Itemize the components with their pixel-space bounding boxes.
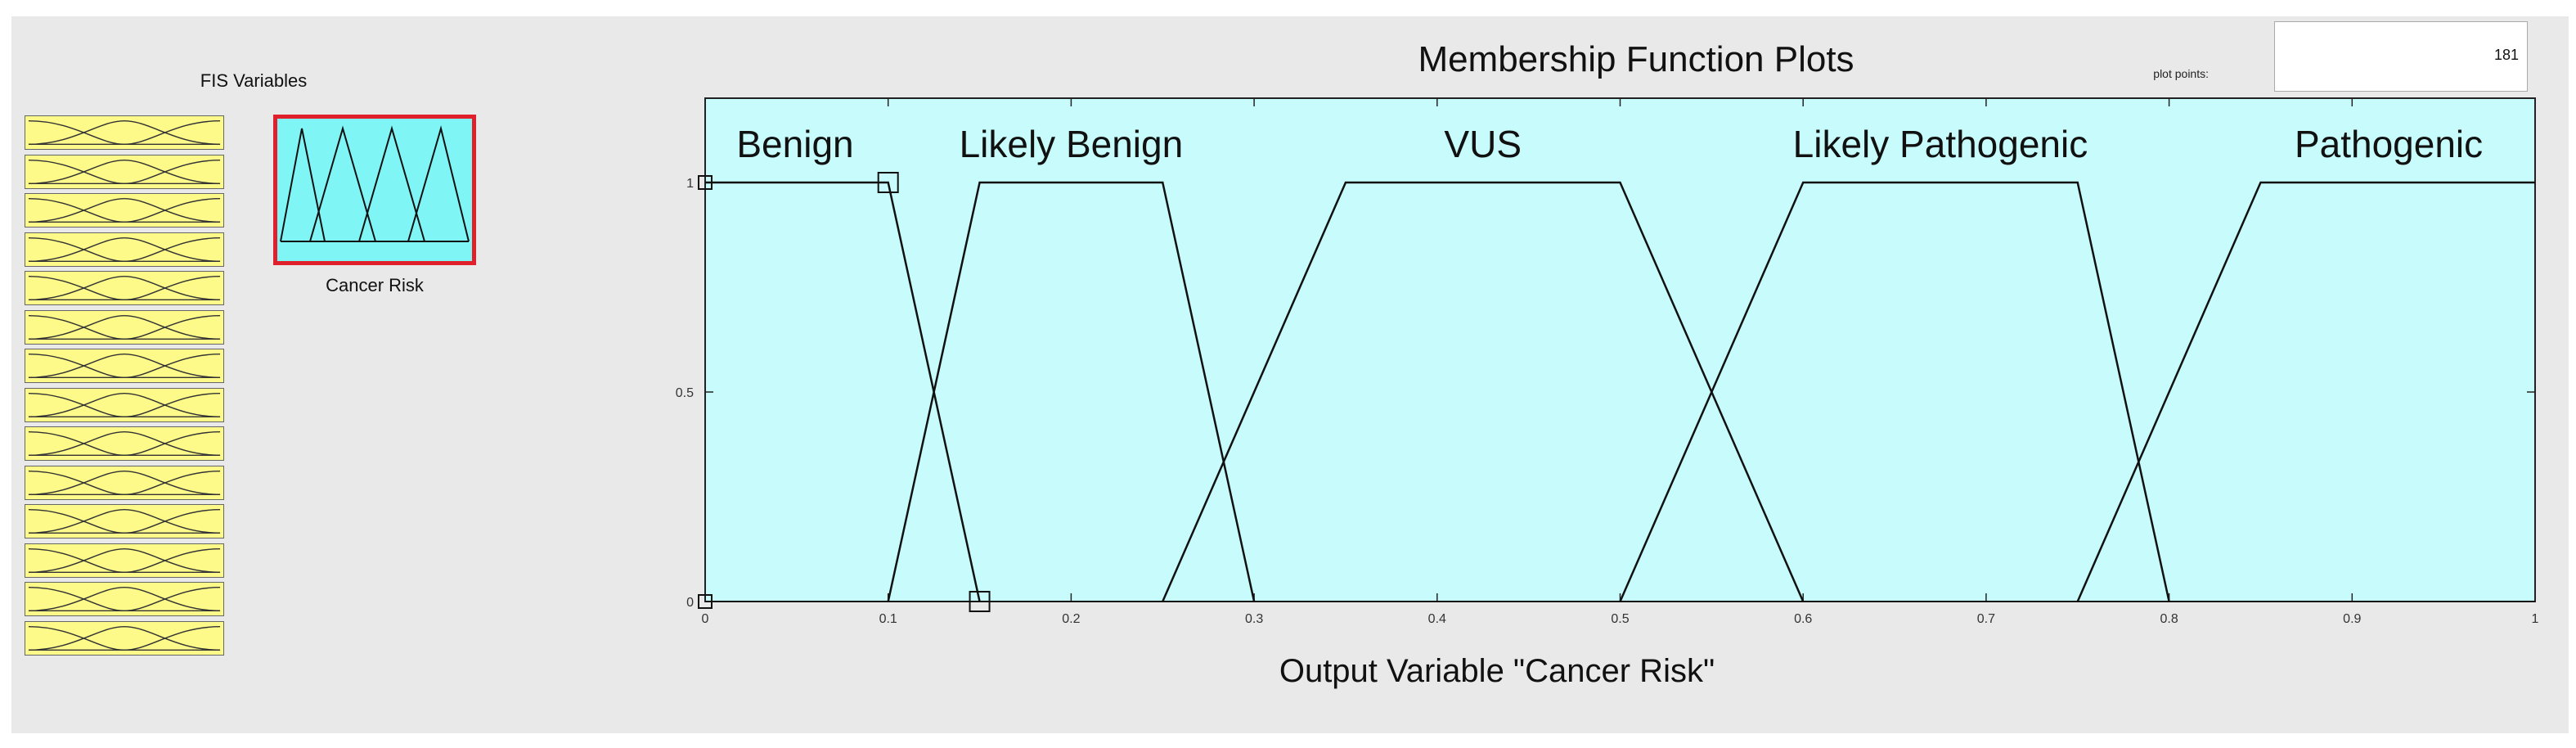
x-tick-label: 0.5	[1611, 612, 1629, 626]
input-variable-14[interactable]	[25, 620, 224, 656]
input-variable-10[interactable]	[25, 465, 224, 500]
input-variable-7[interactable]	[25, 349, 224, 383]
x-tick-label: 0.7	[1977, 612, 1995, 626]
mf-point-handle	[877, 172, 899, 193]
input-variable-8[interactable]	[25, 387, 224, 422]
x-tick-label: 0.6	[1794, 612, 1812, 626]
mf-line-pathogenic	[2076, 181, 2535, 602]
x-tick-label: 0.4	[1428, 612, 1446, 626]
output-variable-label: Cancer Risk	[326, 275, 424, 295]
input-variable-5[interactable]	[25, 271, 224, 305]
fis-variables-title: FIS Variables	[200, 70, 308, 91]
mf-line-likely-pathogenic	[1619, 181, 2170, 602]
plot-points-input[interactable]: 181	[2274, 21, 2528, 92]
x-tick-label: 0.3	[1245, 612, 1263, 626]
input-variable-12[interactable]	[25, 543, 224, 578]
input-variable-13[interactable]	[25, 582, 224, 616]
x-tick-label: 0.8	[2160, 612, 2178, 626]
mf-label: Benign	[736, 123, 853, 165]
input-mf-thumbnail-icon	[28, 586, 221, 611]
plot-points-value: 181	[2493, 47, 2519, 63]
mf-label: Likely Benign	[960, 123, 1184, 165]
input-mf-thumbnail-icon	[28, 314, 221, 340]
y-tick-label: 1	[686, 177, 694, 191]
input-mf-thumbnail-icon	[28, 508, 221, 534]
input-variable-2[interactable]	[25, 154, 224, 189]
mf-point-handle	[698, 175, 713, 190]
mf-line-benign	[705, 181, 981, 602]
input-mf-thumbnail-icon	[28, 237, 221, 262]
input-mf-thumbnail-icon	[28, 275, 221, 300]
input-mf-thumbnail-icon	[28, 392, 221, 417]
mf-line-likely-benign	[887, 181, 1256, 602]
input-mf-thumbnail-icon	[28, 119, 221, 145]
input-variable-6[interactable]	[25, 309, 224, 345]
input-variable-3[interactable]	[25, 193, 224, 228]
input-mf-thumbnail-icon	[28, 547, 221, 573]
x-tick-label: 0.2	[1062, 612, 1080, 626]
plot-points-label: plot points:	[2153, 67, 2209, 80]
mf-label: Likely Pathogenic	[1793, 123, 2088, 165]
x-tick-label: 1	[2532, 612, 2539, 626]
mf-label: VUS	[1444, 123, 1522, 165]
plot-area	[704, 97, 2536, 602]
input-mf-thumbnail-icon	[28, 430, 221, 456]
plot-title: Membership Function Plots	[1418, 39, 1854, 79]
input-variable-9[interactable]	[25, 426, 224, 461]
input-mf-thumbnail-icon	[28, 470, 221, 495]
input-variable-1[interactable]	[25, 115, 224, 150]
input-mf-thumbnail-icon	[28, 197, 221, 223]
input-mf-thumbnail-icon	[28, 353, 221, 378]
mf-label: Pathogenic	[2295, 123, 2483, 165]
output-variable-cancer-risk[interactable]	[273, 115, 476, 265]
x-tick-label: 0	[702, 612, 709, 626]
y-tick-label: 0.5	[676, 386, 694, 400]
y-tick-label: 0	[686, 596, 694, 610]
x-tick-label: 0.1	[879, 612, 897, 626]
input-mf-thumbnail-icon	[28, 159, 221, 184]
output-mf-thumbnail-icon	[280, 125, 470, 242]
x-axis-label: Output Variable "Cancer Risk"	[1279, 653, 1715, 689]
input-variable-4[interactable]	[25, 232, 224, 267]
input-variable-11[interactable]	[25, 504, 224, 538]
input-mf-thumbnail-icon	[28, 625, 221, 651]
x-tick-label: 0.9	[2343, 612, 2361, 626]
input-variables-list	[25, 115, 226, 660]
